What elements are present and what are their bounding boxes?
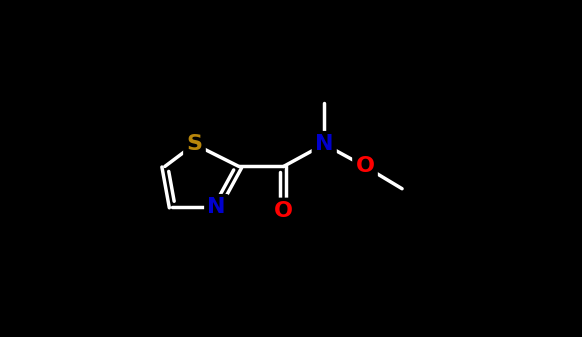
Text: S: S: [186, 134, 203, 154]
Text: O: O: [356, 156, 374, 177]
Text: O: O: [274, 201, 293, 221]
Text: N: N: [315, 134, 333, 154]
Text: N: N: [207, 197, 226, 217]
